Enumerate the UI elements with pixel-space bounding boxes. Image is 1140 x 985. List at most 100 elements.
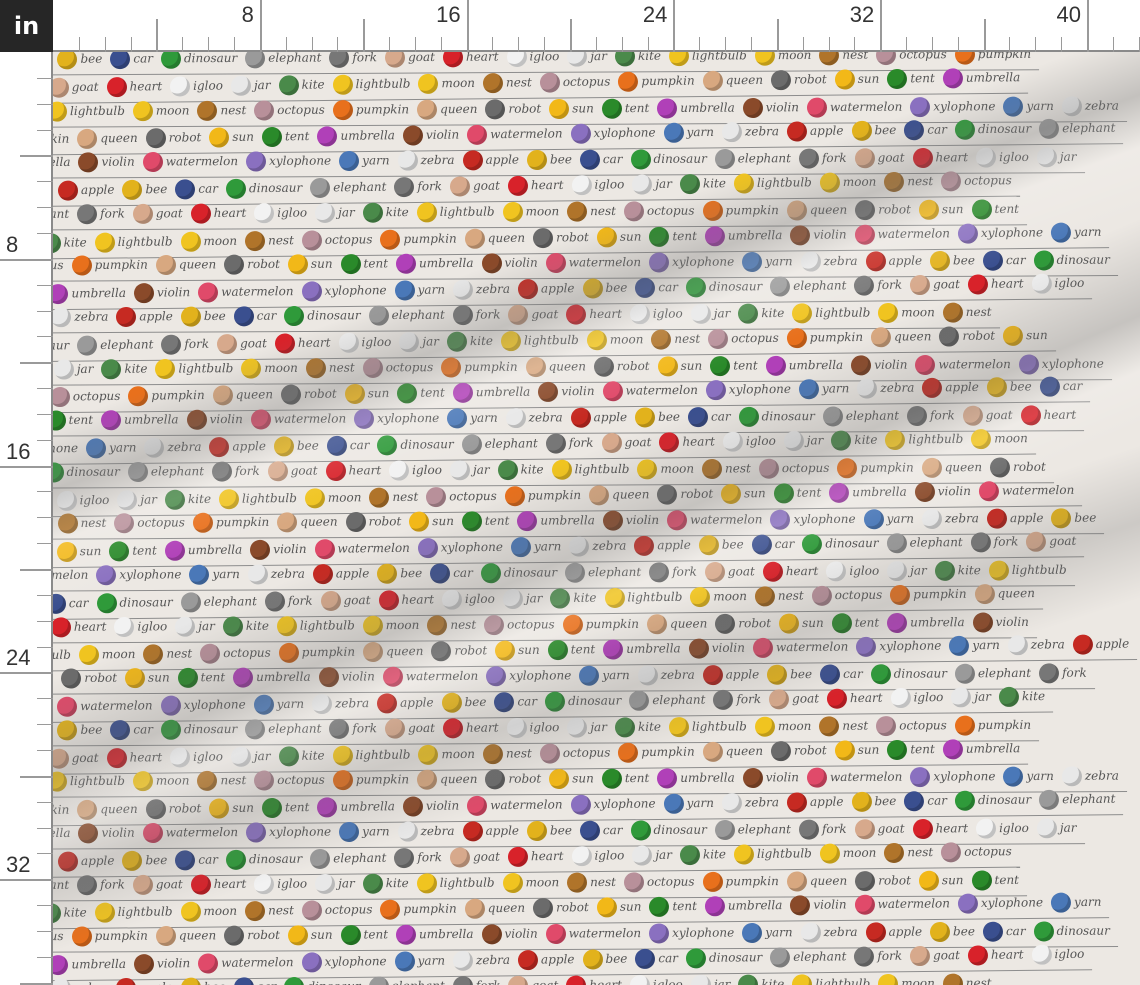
heart-icon [566, 304, 587, 325]
motif-kite: kite [101, 358, 148, 379]
lightbulb-icon [332, 744, 353, 765]
motif-queen: queen [786, 199, 847, 220]
motif-igloo: igloo [1031, 273, 1084, 294]
unit-label: in [0, 0, 53, 52]
motif-word: elephant [977, 666, 1032, 681]
motif-word: tent [420, 385, 445, 401]
motif-word: pumpkin [725, 873, 779, 888]
motif-dinosaur: dinosaur [685, 276, 762, 298]
motif-pumpkin: pumpkin [702, 870, 779, 892]
motif-word: robot [247, 928, 280, 943]
octopus-icon [254, 99, 275, 120]
jar-icon [449, 459, 471, 480]
robot-icon [593, 355, 614, 376]
watermelon-icon [915, 354, 936, 375]
sun-icon [344, 383, 365, 404]
motif-umbrella: umbrella [704, 224, 783, 246]
motif-word: moon [203, 904, 238, 919]
pumpkin-icon [380, 228, 401, 249]
lightbulb-icon [733, 172, 755, 194]
motif-heart: heart [190, 202, 247, 223]
motif-word: moon [441, 746, 476, 761]
motif-tent: tent [831, 612, 880, 633]
motif-word: sun [310, 257, 333, 272]
igloo-icon [254, 873, 275, 894]
xylophone-icon [570, 123, 591, 144]
motif-car: car [687, 406, 731, 427]
kite-icon [614, 52, 635, 66]
motif-word: watermelon [53, 567, 89, 583]
xylophone-icon [246, 821, 267, 843]
xylophone-icon [417, 537, 438, 558]
motif-word: apple [540, 952, 575, 967]
motif-word: fork [184, 336, 210, 351]
motif-word: lightbulb [756, 846, 812, 861]
motif-watermelon: watermelon [854, 893, 950, 915]
motif-word: nest [328, 360, 355, 375]
motif-dinosaur: dinosaur [954, 118, 1031, 140]
car-icon [904, 790, 925, 812]
queen-icon [525, 356, 546, 377]
motif-sun: sun [657, 355, 703, 376]
motif-word: fork [417, 849, 443, 865]
moon-icon [502, 201, 523, 222]
motif-word: bee [721, 537, 744, 552]
moon-icon [754, 52, 775, 66]
motif-word: watermelon [405, 669, 479, 684]
motif-kite: kite [362, 872, 409, 893]
moon-icon [819, 172, 840, 193]
motif-word: watermelon [938, 356, 1011, 372]
motif-word: yarn [686, 796, 715, 811]
motif-word: heart [935, 821, 969, 836]
motif-word: yarn [417, 953, 446, 968]
bee-icon [180, 306, 201, 327]
watermelon-icon [142, 822, 163, 843]
motif-word: dinosaur [119, 594, 173, 610]
goat-icon [962, 405, 983, 426]
yarn-icon [189, 564, 210, 585]
motif-word: car [774, 537, 795, 552]
motif-jar: jar [399, 331, 439, 352]
motif-word: xylophone [933, 98, 996, 114]
motif-word: goat [985, 408, 1013, 423]
yarn-icon [863, 509, 884, 530]
motif-tent: tent [340, 924, 388, 945]
yarn-icon [949, 635, 970, 656]
lightbulb-icon [155, 358, 176, 379]
motif-jar: jar [1036, 817, 1077, 838]
car-icon [110, 52, 131, 69]
motif-kite: kite [934, 560, 981, 581]
motif-car: car [430, 562, 473, 584]
tent-icon [887, 68, 908, 89]
motif-word: elephant [652, 692, 706, 708]
umbrella-icon [517, 510, 538, 532]
motif-word: dinosaur [1056, 252, 1110, 268]
motif-jar: jar [449, 459, 490, 480]
pumpkin-icon [71, 255, 92, 276]
minor-tick [37, 749, 53, 751]
motif-goat: goat [854, 147, 905, 169]
motif-zebra: zebra [144, 436, 202, 458]
motif-dinosaur: dinosaur [685, 947, 763, 968]
motif-bee: bee [582, 948, 627, 970]
motif-word: apple [80, 853, 115, 868]
motif-word: sun [572, 771, 594, 786]
motif-kite: kite [831, 429, 878, 451]
minor-tick [37, 905, 53, 907]
motif-word: igloo [193, 749, 223, 764]
yarn-icon [663, 122, 684, 143]
motif-kite: kite [738, 973, 784, 985]
motif-bee: bee [767, 664, 812, 685]
heart-icon [106, 76, 127, 97]
motif-watermelon: watermelon [806, 96, 902, 117]
motif-word: queen [178, 928, 217, 943]
umbrella-icon [395, 924, 417, 945]
motif-word: apple [485, 823, 520, 838]
motif-word: lightbulb [627, 589, 683, 605]
motif-fork: fork [264, 590, 313, 611]
motif-car: car [110, 719, 153, 740]
motif-word: heart [401, 592, 435, 607]
motif-word: dinosaur [708, 950, 763, 965]
motif-goat: goat [508, 974, 558, 985]
motif-word: heart [465, 52, 499, 64]
